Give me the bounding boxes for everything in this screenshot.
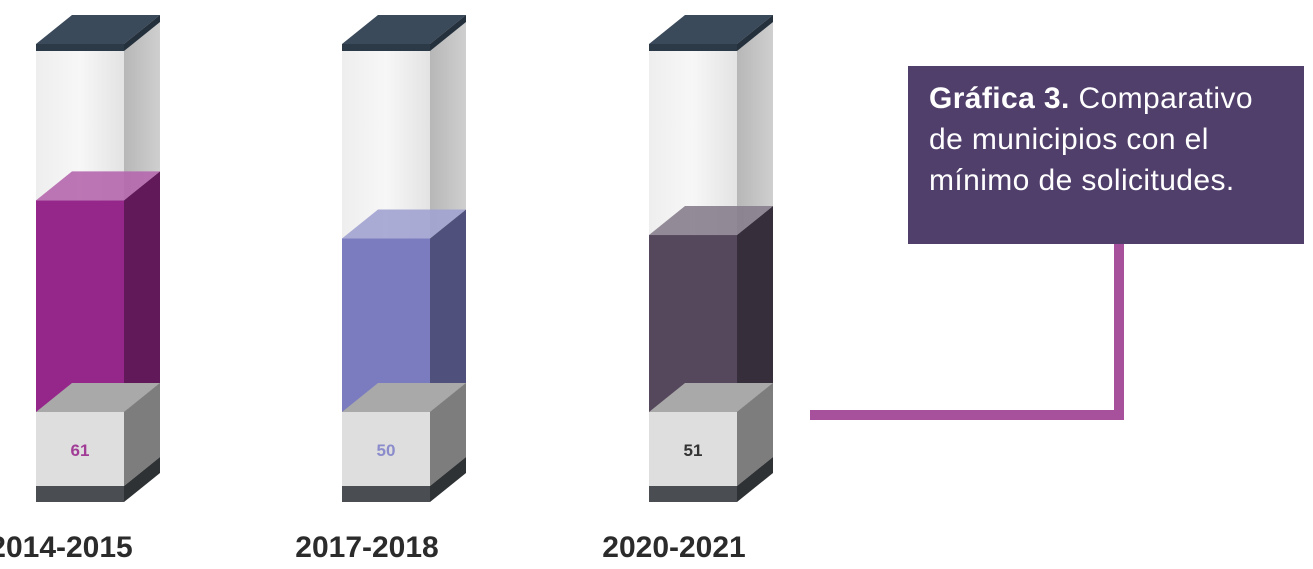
bar-base-side xyxy=(430,383,466,486)
bar-cap-front xyxy=(36,44,124,51)
bar-cap-side xyxy=(124,15,160,51)
bar-fill-top xyxy=(342,209,466,239)
bar-base-top xyxy=(649,383,773,412)
bar-2014-2015: 61 2014-2015 xyxy=(0,15,160,564)
x-tick-label: 2020-2021 xyxy=(602,531,745,564)
bar-cap-top xyxy=(342,15,466,44)
bar-base-top xyxy=(342,383,466,412)
bar-base-side xyxy=(124,383,160,486)
chart-title-text: Comparativo de municipios con el mínimo … xyxy=(929,82,1253,197)
bar-2017-2018: 50 2017-2018 xyxy=(295,15,466,564)
bar-base-front xyxy=(36,412,124,486)
bar-foot-side xyxy=(737,457,773,502)
bar-fill-front xyxy=(36,200,124,412)
bar-value-label: 51 xyxy=(684,441,703,460)
chart-title-box: Gráfica 3. Comparativo de municipios con… xyxy=(908,66,1304,244)
bar-fill-front xyxy=(649,235,737,412)
bar-cap-side xyxy=(737,15,773,51)
chart-title-bold: Gráfica 3. xyxy=(929,82,1070,115)
bar-fill-top xyxy=(649,206,773,236)
bar-cap-front xyxy=(342,44,430,51)
bar-foot-side xyxy=(124,457,160,502)
bar-base-top xyxy=(36,383,160,412)
bar-foot-front xyxy=(36,486,124,502)
bar-fill-side xyxy=(737,206,773,412)
bar-cap-front xyxy=(649,44,737,51)
bar-cap-top xyxy=(36,15,160,44)
bar-fill-top xyxy=(36,171,160,201)
bar-foot-side xyxy=(430,457,466,502)
bar-value-label: 50 xyxy=(377,441,396,460)
bar-fill-side xyxy=(430,209,466,412)
bar-fill-side xyxy=(124,171,160,412)
bars-layer: 61 2014-2015 50 2017-2018 51 2020-2021 xyxy=(0,15,773,564)
bar-foot-front xyxy=(342,486,430,502)
x-tick-label: 2014-2015 xyxy=(0,531,133,564)
bar-base-side xyxy=(737,383,773,486)
bar-foot-front xyxy=(649,486,737,502)
bar-value-label: 61 xyxy=(71,441,90,460)
bar-2020-2021: 51 2020-2021 xyxy=(602,15,773,564)
bar-base-front xyxy=(649,412,737,486)
x-tick-label: 2017-2018 xyxy=(295,531,438,564)
connector-line-vertical xyxy=(1114,244,1124,420)
bar-cap-top xyxy=(649,15,773,44)
bar-cap-side xyxy=(430,15,466,51)
connector-line-horizontal xyxy=(810,410,1124,420)
bar-base-front xyxy=(342,412,430,486)
